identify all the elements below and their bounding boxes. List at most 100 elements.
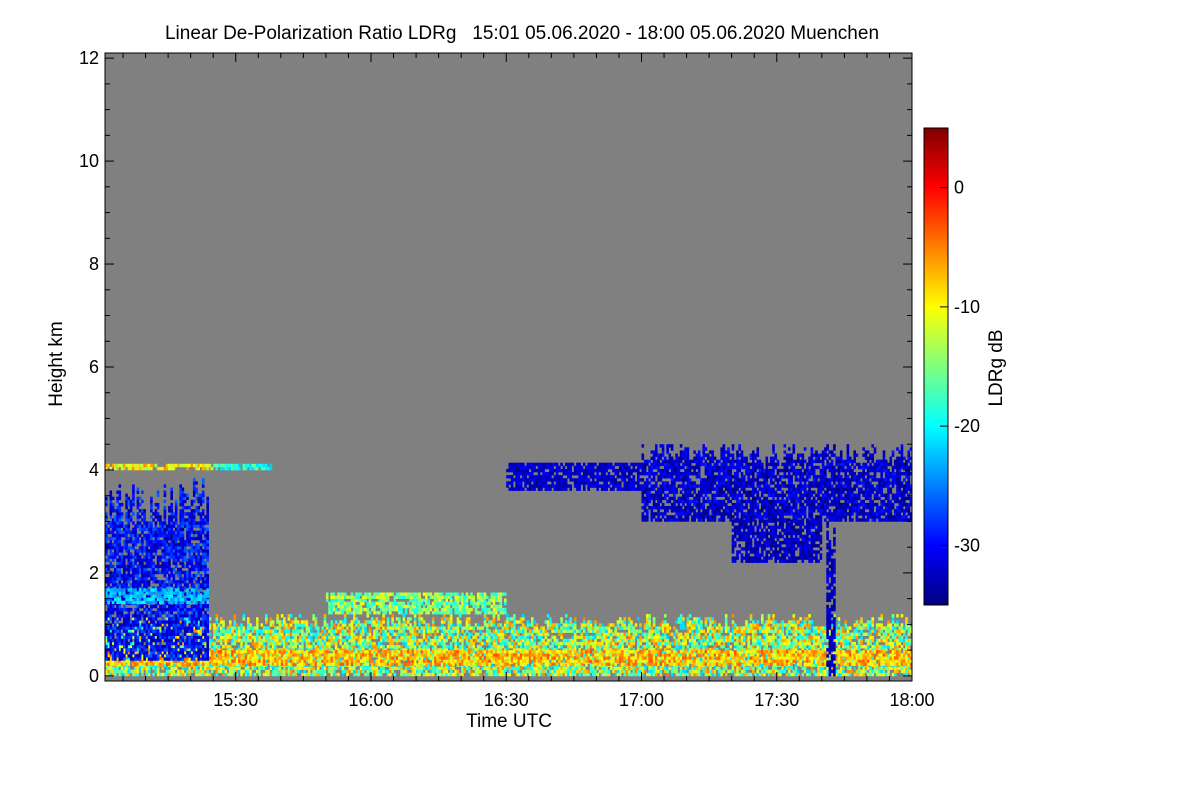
heatmap-cell	[409, 645, 412, 649]
heatmap-cell	[641, 645, 645, 649]
heatmap-cell	[767, 620, 771, 624]
heatmap-cell	[183, 651, 187, 655]
heatmap-cell	[752, 651, 755, 655]
heatmap-cell	[465, 635, 469, 640]
heatmap-cell	[882, 632, 886, 636]
heatmap-cell	[456, 629, 460, 633]
heatmap-cell	[278, 648, 282, 652]
heatmap-cell	[600, 651, 604, 655]
heatmap-cell	[571, 626, 575, 630]
heatmap-cell	[220, 620, 223, 624]
heatmap-cell	[395, 632, 399, 636]
heatmap-cell	[256, 629, 259, 633]
heatmap-cell	[524, 629, 527, 633]
heatmap-cell	[546, 614, 550, 618]
heatmap-cell	[522, 638, 525, 643]
heatmap-cell	[546, 641, 550, 646]
heatmap-cell	[736, 648, 739, 652]
heatmap-cell	[427, 645, 430, 649]
heatmap-cell	[238, 635, 241, 640]
heatmap-cell	[238, 666, 241, 670]
heatmap-cell	[190, 669, 194, 674]
heatmap-cell	[186, 623, 189, 627]
heatmap-cell	[812, 641, 816, 646]
heatmap-cell	[438, 666, 442, 670]
heatmap-cell	[127, 657, 131, 661]
heatmap-cell	[684, 632, 687, 636]
heatmap-cell	[903, 638, 906, 643]
heatmap-cell	[808, 645, 811, 649]
heatmap-cell	[652, 638, 656, 643]
heatmap-cell	[873, 669, 877, 674]
heatmap-cell	[855, 629, 859, 633]
heatmap-cell	[544, 635, 548, 640]
heatmap-cell	[585, 645, 588, 649]
heatmap-cell	[686, 645, 690, 649]
heatmap-cell	[763, 623, 766, 627]
heatmap-cell	[573, 654, 577, 658]
heatmap-cell	[201, 635, 205, 640]
heatmap-cell	[267, 672, 270, 677]
heatmap-cell	[147, 645, 151, 649]
heatmap-cell	[398, 629, 401, 633]
heatmap-cell	[738, 632, 741, 636]
heatmap-cell	[736, 626, 739, 630]
heatmap-cell	[343, 617, 347, 621]
heatmap-cell	[242, 632, 246, 636]
heatmap-cell	[564, 666, 568, 670]
heatmap-cell	[731, 666, 735, 670]
heatmap-cell	[643, 626, 647, 630]
heatmap-cell	[413, 666, 417, 670]
heatmap-cell	[533, 666, 536, 670]
heatmap-cell	[222, 657, 225, 661]
heatmap-cell	[560, 669, 563, 674]
heatmap-cell	[742, 641, 746, 646]
heatmap-cell	[803, 666, 807, 670]
heatmap-cell	[619, 635, 622, 640]
heatmap-cell	[307, 638, 311, 643]
heatmap-cell	[274, 629, 277, 633]
heatmap-cell	[197, 629, 200, 633]
heatmap-cell	[884, 626, 888, 630]
heatmap-cell	[204, 666, 207, 670]
heatmap-cell	[143, 666, 146, 670]
heatmap-cell	[285, 623, 288, 627]
heatmap-cell	[398, 623, 401, 627]
heatmap-cell	[733, 641, 737, 646]
heatmap-cell	[569, 666, 572, 670]
heatmap-cell	[192, 666, 196, 670]
heatmap-cell	[718, 672, 721, 677]
heatmap-cell	[646, 635, 649, 640]
heatmap-cell	[711, 629, 714, 633]
heatmap-cell	[573, 666, 577, 670]
heatmap-cell	[210, 669, 214, 674]
heatmap-cell	[156, 669, 160, 674]
heatmap-cell	[630, 629, 633, 633]
heatmap-cell	[364, 645, 367, 649]
heatmap-cell	[278, 638, 282, 643]
heatmap-cell	[679, 617, 683, 621]
heatmap-cell	[495, 629, 498, 633]
heatmap-cell	[247, 645, 250, 649]
heatmap-cell	[801, 635, 805, 640]
heatmap-cell	[866, 672, 870, 677]
heatmap-cell	[470, 641, 473, 646]
heatmap-cell	[298, 645, 302, 649]
heatmap-cell	[770, 635, 773, 640]
heatmap-cell	[495, 645, 498, 649]
heatmap-cell	[348, 648, 352, 652]
heatmap-cell	[328, 635, 331, 640]
heatmap-cell	[894, 626, 897, 630]
heatmap-cell	[576, 645, 579, 649]
heatmap-cell	[280, 632, 284, 636]
heatmap-cell	[467, 666, 471, 670]
heatmap-cell	[391, 629, 394, 633]
heatmap-cell	[163, 672, 167, 677]
heatmap-cell	[873, 629, 877, 633]
heatmap-cell	[375, 629, 379, 633]
heatmap-cell	[283, 629, 286, 633]
heatmap-cell	[504, 666, 507, 670]
heatmap-cell	[373, 635, 376, 640]
heatmap-cell	[526, 635, 530, 640]
heatmap-cell	[522, 617, 525, 621]
